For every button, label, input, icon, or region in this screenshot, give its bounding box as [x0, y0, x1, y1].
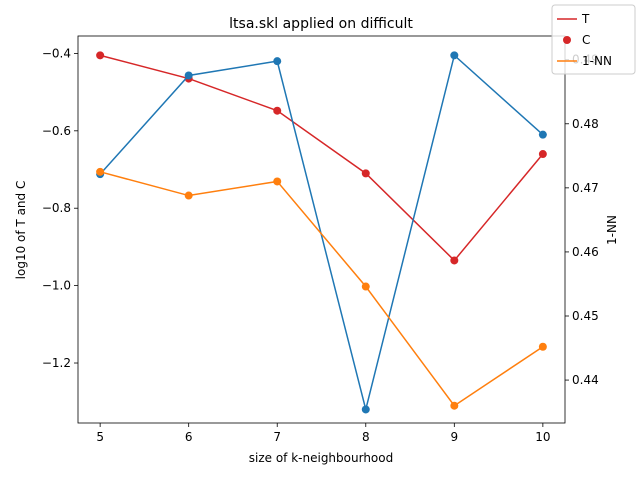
data-point-c — [184, 71, 193, 80]
plot-frame — [77, 35, 566, 424]
data-point-1-nn — [361, 282, 370, 291]
data-point-1-nn — [538, 342, 547, 351]
x-tick-label: 5 — [96, 430, 104, 444]
data-point-c — [450, 51, 459, 60]
x-tick-label: 6 — [185, 430, 193, 444]
data-point-c — [273, 57, 282, 66]
legend-swatch-c — [563, 36, 571, 44]
data-point-1-nn — [273, 177, 282, 186]
data-point-t — [273, 106, 282, 115]
legend-label-c: C — [582, 33, 590, 47]
y-axis-right-label: 1-NN — [605, 215, 619, 245]
y-left-tick-label: −0.6 — [42, 124, 71, 138]
x-tick-label: 7 — [273, 430, 281, 444]
data-point-t — [96, 51, 105, 60]
y-left-tick-label: −1.2 — [42, 356, 71, 370]
y-left-tick-label: −0.8 — [42, 201, 71, 215]
data-point-1-nn — [450, 401, 459, 410]
data-point-1-nn — [184, 191, 193, 200]
data-point-c — [361, 405, 370, 414]
y-right-tick-label: 0.44 — [572, 373, 599, 387]
y-right-tick-label: 0.47 — [572, 181, 599, 195]
chart-title: ltsa.skl applied on difficult — [229, 16, 413, 32]
legend-label-1-nn: 1-NN — [582, 54, 612, 68]
series-line-t — [99, 54, 544, 262]
plot-marks — [96, 51, 547, 414]
y-right-tick-label: 0.46 — [572, 245, 599, 259]
y-axis-left-label: log10 of T and C — [14, 181, 28, 280]
y-right-tick-label: 0.48 — [572, 117, 599, 131]
data-point-t — [450, 256, 459, 265]
data-point-t — [538, 150, 547, 159]
series-line-c — [99, 53, 544, 410]
y-axis-left: −1.2 −1.0 −0.8 −0.6 −0.4 — [42, 46, 78, 370]
legend: TC 1-NN — [551, 4, 636, 75]
legend-label-t: T — [581, 12, 590, 26]
x-tick-label: 8 — [362, 430, 370, 444]
x-axis-label: size of k-neighbourhood — [249, 451, 393, 465]
y-left-tick-label: −1.0 — [42, 279, 71, 293]
x-tick-label: 9 — [450, 430, 458, 444]
x-axis: 5 6 7 8 9 10 — [96, 423, 551, 444]
y-right-tick-label: 0.45 — [572, 309, 599, 323]
x-tick-label: 10 — [535, 430, 550, 444]
series-line-1-nn — [99, 171, 544, 407]
y-left-tick-label: −0.4 — [42, 46, 71, 60]
data-point-1-nn — [96, 167, 105, 176]
data-point-t — [361, 169, 370, 178]
legend-box — [551, 4, 636, 75]
data-point-c — [538, 130, 547, 139]
